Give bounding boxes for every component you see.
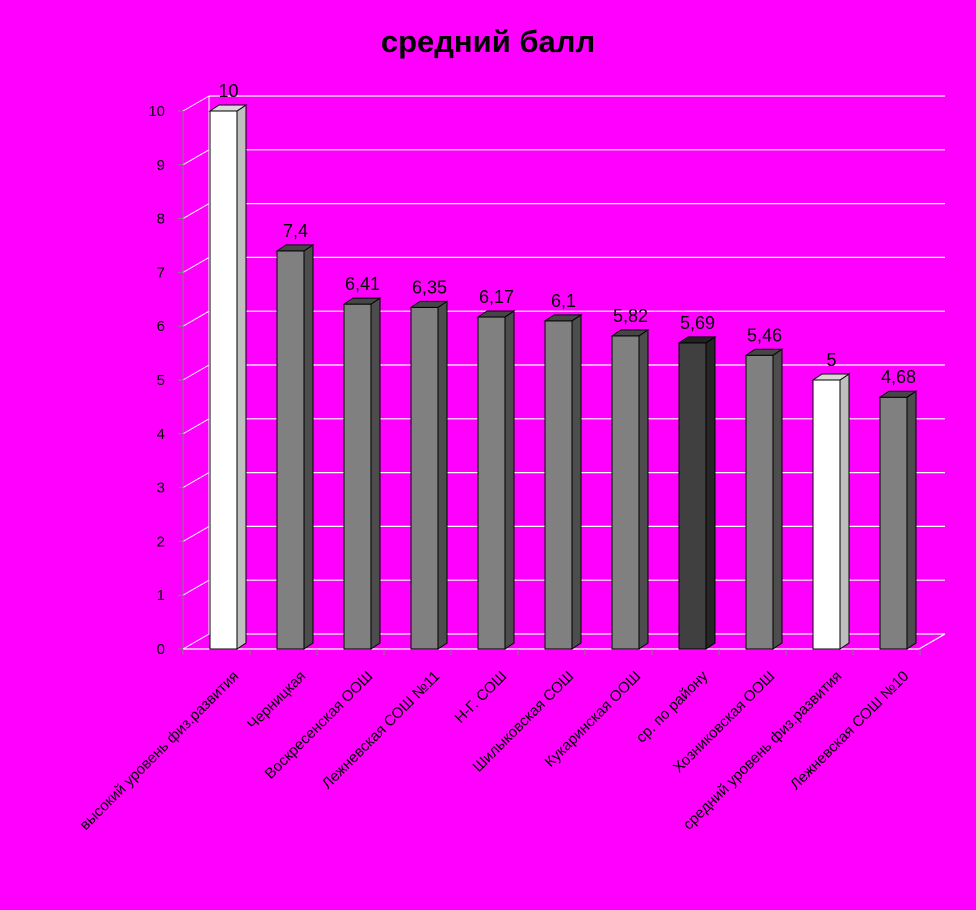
x-tick-label: Лежневская СОШ №10 <box>787 668 912 793</box>
bar-top <box>208 104 248 112</box>
bar <box>610 328 650 650</box>
bar-top <box>744 348 784 356</box>
bar-side <box>303 243 314 650</box>
bar-side <box>906 390 917 650</box>
bar-front <box>879 396 908 650</box>
data-label: 6,1 <box>551 291 576 311</box>
bar-top <box>811 373 851 381</box>
bar-top <box>610 329 650 337</box>
bar-front <box>745 354 774 650</box>
bar-top <box>476 310 516 318</box>
gridline-diagonal <box>182 310 210 327</box>
bar-top <box>677 336 717 344</box>
gridline-diagonal <box>182 95 210 112</box>
data-label: 5,69 <box>680 313 715 333</box>
bar-top <box>275 244 315 252</box>
bar-top <box>342 297 382 305</box>
y-tick-label: 2 <box>157 533 165 550</box>
bar-front <box>611 335 640 650</box>
gridline-diagonal <box>182 579 210 596</box>
bar <box>811 373 851 650</box>
gridline-diagonal <box>182 149 210 166</box>
bar <box>878 390 918 650</box>
bar <box>476 310 516 650</box>
data-label: 4,68 <box>881 367 916 387</box>
bar-side <box>839 373 850 650</box>
y-tick-label: 7 <box>157 264 165 281</box>
gridline-diagonal <box>182 418 210 435</box>
bar-side <box>772 348 783 650</box>
bar <box>744 348 784 650</box>
bar <box>275 243 315 650</box>
data-label: 7,4 <box>283 221 308 241</box>
bar-top <box>409 300 449 308</box>
chart-title: средний балл <box>380 24 596 59</box>
x-tick-label: Черницкая <box>244 668 309 733</box>
bar-front <box>678 342 707 650</box>
y-tick-label: 10 <box>148 103 165 120</box>
data-label: 10 <box>218 81 238 101</box>
bar-front <box>209 110 238 650</box>
x-tick-label: Н-Г. СОШ <box>451 668 510 727</box>
bars-layer <box>208 104 918 650</box>
y-tick-label: 1 <box>157 587 165 604</box>
bar-front <box>544 320 573 650</box>
gridline-diagonal <box>182 256 210 273</box>
bar-front <box>477 316 506 650</box>
bar-top <box>878 390 918 398</box>
bar-side <box>236 104 247 650</box>
data-label: 6,35 <box>412 277 447 297</box>
bar-side <box>705 335 716 650</box>
bar <box>677 335 717 650</box>
bar-side <box>437 300 448 650</box>
gridline-diagonal <box>182 525 210 542</box>
gridline-diagonal <box>182 633 210 650</box>
bar-side <box>638 328 649 650</box>
bar-front <box>410 306 439 650</box>
gridline-diagonal <box>182 472 210 489</box>
bar <box>543 313 583 650</box>
gridline-diagonal <box>182 364 210 381</box>
data-label: 5,82 <box>613 306 648 326</box>
y-tick-label: 5 <box>157 372 165 389</box>
data-label: 5 <box>826 350 836 370</box>
x-tick-label: Лежневская СОШ №11 <box>319 668 444 793</box>
bar-top <box>543 314 583 322</box>
y-tick-label: 0 <box>157 641 165 658</box>
data-label: 6,41 <box>345 274 380 294</box>
bar-side <box>370 297 381 650</box>
y-tick-label: 8 <box>157 211 165 228</box>
floor-edge <box>918 633 946 650</box>
y-tick-label: 9 <box>157 157 165 174</box>
bar <box>342 297 382 650</box>
gridline-diagonal <box>182 203 210 220</box>
y-tick-label: 4 <box>157 426 165 443</box>
data-label: 6,17 <box>479 287 514 307</box>
bar-front <box>276 250 305 650</box>
data-label: 5,46 <box>747 325 782 345</box>
bar-front <box>343 303 372 650</box>
bar <box>208 104 248 650</box>
bar-front <box>812 379 841 650</box>
y-tick-label: 3 <box>157 480 165 497</box>
bar <box>409 300 449 650</box>
bar-side <box>504 310 515 650</box>
x-tick-label: высокий уровень физ.развития <box>76 668 242 834</box>
y-tick-label: 6 <box>157 318 165 335</box>
bar-side <box>571 313 582 650</box>
